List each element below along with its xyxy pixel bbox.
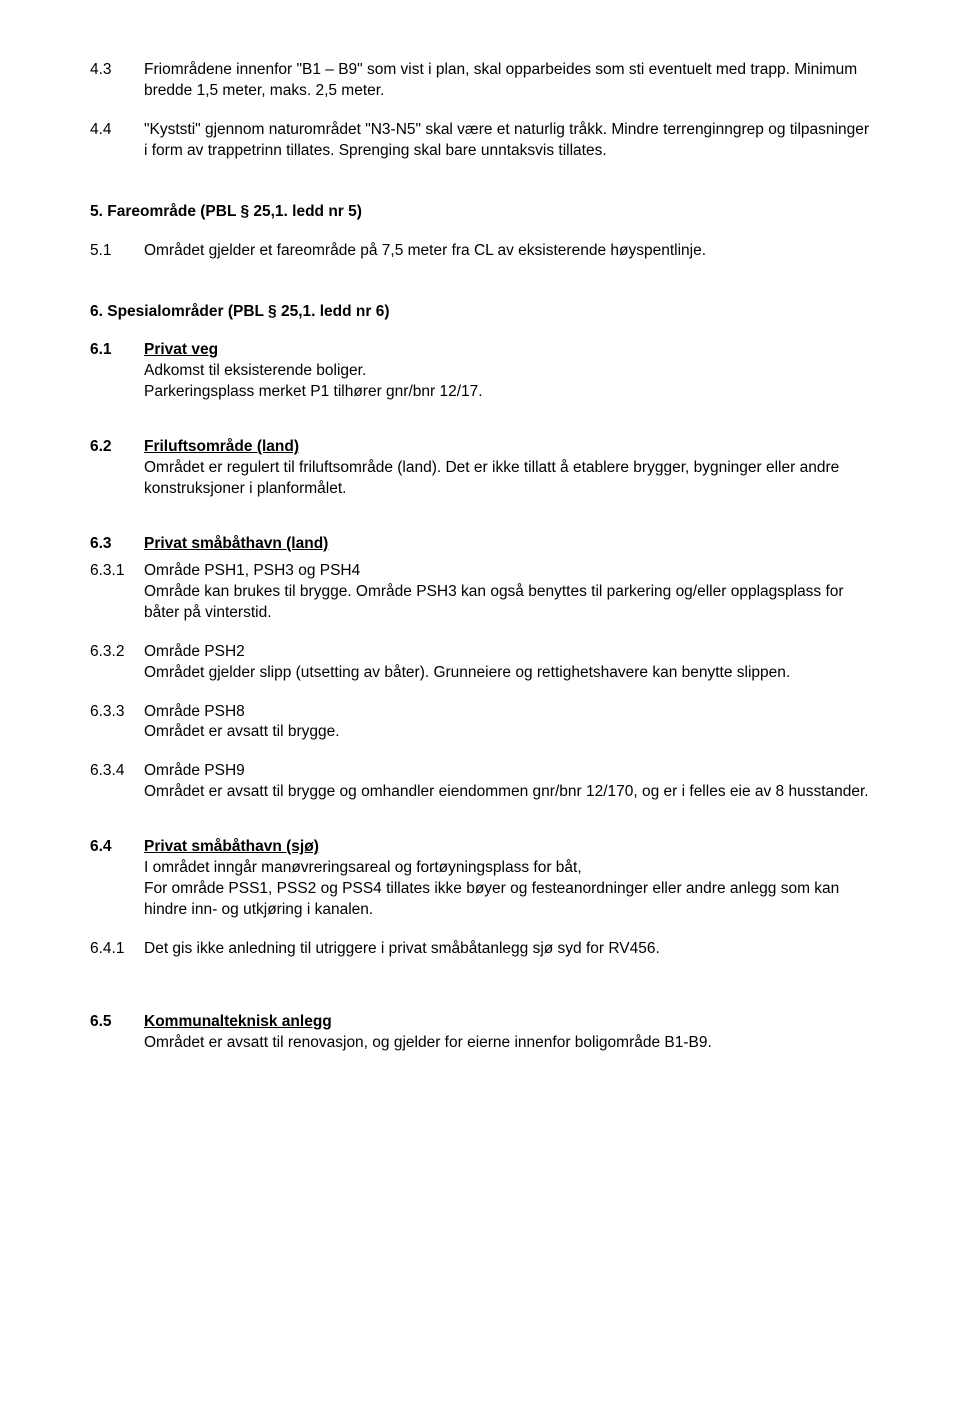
heading-6: 6. Spesialområder (PBL § 25,1. ledd nr 6…: [90, 302, 870, 323]
para-body: Område PSH9 Området er avsatt til brygge…: [144, 761, 870, 803]
para-6-2: 6.2 Friluftsområde (land) Området er reg…: [90, 437, 870, 500]
para-6-1: 6.1 Privat veg Adkomst til eksisterende …: [90, 340, 870, 403]
para-6-3-2: 6.3.2 Område PSH2 Området gjelder slipp …: [90, 642, 870, 684]
para-number: 5.1: [90, 241, 144, 262]
para-number: 6.3.1: [90, 561, 144, 624]
para-title: Kommunalteknisk anlegg: [144, 1013, 332, 1030]
para-title: Område PSH1, PSH3 og PSH4: [144, 562, 360, 579]
para-6-4-1: 6.4.1 Det gis ikke anledning til utrigge…: [90, 939, 870, 960]
para-number: 6.1: [90, 340, 144, 403]
para-text: Friområdene innenfor "B1 – B9" som vist …: [144, 60, 870, 102]
para-line: Parkeringsplass merket P1 tilhører gnr/b…: [144, 383, 483, 400]
para-number: 6.3.4: [90, 761, 144, 803]
para-title: Privat småbåthavn (land): [144, 535, 328, 552]
para-number: 6.4.1: [90, 939, 144, 960]
para-line: Adkomst til eksisterende boliger.: [144, 362, 366, 379]
para-number: 6.2: [90, 437, 144, 500]
para-text: Område kan brukes til brygge. Område PSH…: [144, 583, 844, 621]
para-title: Område PSH2: [144, 643, 245, 660]
para-number: 6.5: [90, 1012, 144, 1054]
para-number: 4.3: [90, 60, 144, 102]
para-text: Området er avsatt til brygge og omhandle…: [144, 783, 869, 800]
para-text: "Kyststi" gjennom naturområdet "N3-N5" s…: [144, 120, 870, 162]
para-title: Privat småbåthavn (sjø): [144, 838, 319, 855]
para-text: Området er avsatt til renovasjon, og gje…: [144, 1034, 712, 1051]
para-title: Område PSH9: [144, 762, 245, 779]
para-title: Privat veg: [144, 341, 218, 358]
para-6-3-3: 6.3.3 Område PSH8 Området er avsatt til …: [90, 702, 870, 744]
para-body: Privat småbåthavn (sjø) I området inngår…: [144, 837, 870, 921]
para-text: Det gis ikke anledning til utriggere i p…: [144, 939, 870, 960]
para-number: 6.4: [90, 837, 144, 921]
para-text: Området er regulert til friluftsområde (…: [144, 459, 839, 497]
para-6-3-4: 6.3.4 Område PSH9 Området er avsatt til …: [90, 761, 870, 803]
para-text: Området gjelder et fareområde på 7,5 met…: [144, 241, 870, 262]
para-body: Kommunalteknisk anlegg Området er avsatt…: [144, 1012, 870, 1054]
document-page: 4.3 Friområdene innenfor "B1 – B9" som v…: [0, 0, 960, 1120]
para-body: Privat veg Adkomst til eksisterende boli…: [144, 340, 870, 403]
para-4-3: 4.3 Friområdene innenfor "B1 – B9" som v…: [90, 60, 870, 102]
para-text: Området er avsatt til brygge.: [144, 723, 340, 740]
para-body: Friluftsområde (land) Området er reguler…: [144, 437, 870, 500]
para-title: Friluftsområde (land): [144, 438, 299, 455]
para-number: 4.4: [90, 120, 144, 162]
para-6-3-1: 6.3.1 Område PSH1, PSH3 og PSH4 Område k…: [90, 561, 870, 624]
heading-5: 5. Fareområde (PBL § 25,1. ledd nr 5): [90, 202, 870, 223]
para-body: Område PSH1, PSH3 og PSH4 Område kan bru…: [144, 561, 870, 624]
para-5-1: 5.1 Området gjelder et fareområde på 7,5…: [90, 241, 870, 262]
para-6-5: 6.5 Kommunalteknisk anlegg Området er av…: [90, 1012, 870, 1054]
para-title: Område PSH8: [144, 703, 245, 720]
para-body: Område PSH2 Området gjelder slipp (utset…: [144, 642, 870, 684]
para-body: Område PSH8 Området er avsatt til brygge…: [144, 702, 870, 744]
para-line: I området inngår manøvreringsareal og fo…: [144, 859, 582, 876]
para-line: For område PSS1, PSS2 og PSS4 tillates i…: [144, 880, 839, 918]
para-number: 6.3.2: [90, 642, 144, 684]
para-number: 6.3: [90, 534, 144, 555]
para-body: Privat småbåthavn (land): [144, 534, 870, 555]
para-6-3: 6.3 Privat småbåthavn (land): [90, 534, 870, 555]
para-number: 6.3.3: [90, 702, 144, 744]
para-4-4: 4.4 "Kyststi" gjennom naturområdet "N3-N…: [90, 120, 870, 162]
para-text: Området gjelder slipp (utsetting av båte…: [144, 664, 790, 681]
para-6-4: 6.4 Privat småbåthavn (sjø) I området in…: [90, 837, 870, 921]
